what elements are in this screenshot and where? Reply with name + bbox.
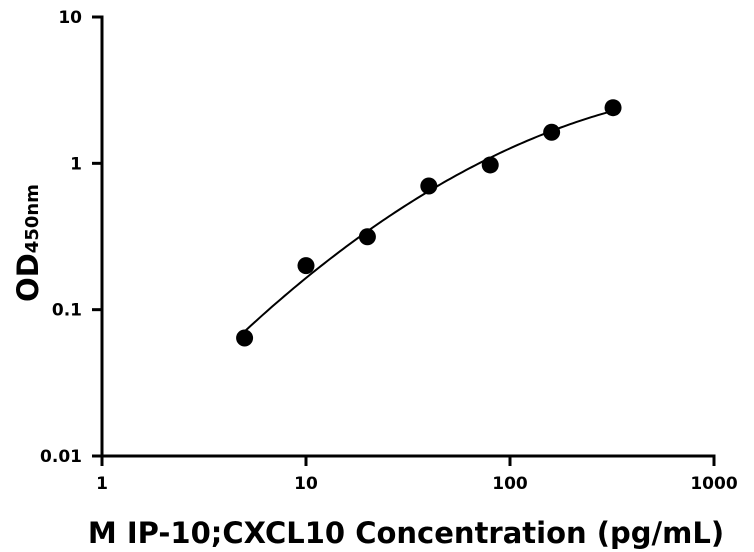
fit-curve	[243, 109, 614, 333]
y-tick-label: 10	[58, 8, 82, 28]
axes	[100, 15, 716, 458]
data-point	[236, 329, 254, 347]
x-tick-label: 1000	[690, 474, 737, 494]
x-tick-label: 1	[96, 474, 108, 494]
data-points-layer	[236, 99, 622, 347]
y-tick-label: 1	[70, 154, 82, 174]
data-point	[420, 177, 438, 195]
fit-curve-layer	[243, 109, 614, 333]
y-tick-label: 0.01	[40, 447, 82, 467]
x-tick-label: 100	[492, 474, 528, 494]
plot-area	[236, 99, 622, 347]
x-tick-label: 10	[294, 474, 318, 494]
data-point	[358, 228, 376, 246]
data-point	[297, 257, 315, 275]
y-tick-label: 0.1	[52, 301, 82, 321]
data-point	[604, 99, 622, 117]
y-axis-title-main: OD	[11, 253, 45, 302]
y-axis-title: OD450nm	[11, 184, 45, 302]
y-axis-ticks: 0.01 0.1 1 10	[40, 8, 102, 467]
data-point	[543, 123, 561, 141]
x-axis-ticks: 1 10 100 1000	[96, 456, 738, 494]
x-axis-title: M IP-10;CXCL10 Concentration (pg/mL)	[88, 516, 724, 550]
data-point	[481, 156, 499, 174]
y-axis-title-subscript: 450nm	[22, 184, 43, 253]
